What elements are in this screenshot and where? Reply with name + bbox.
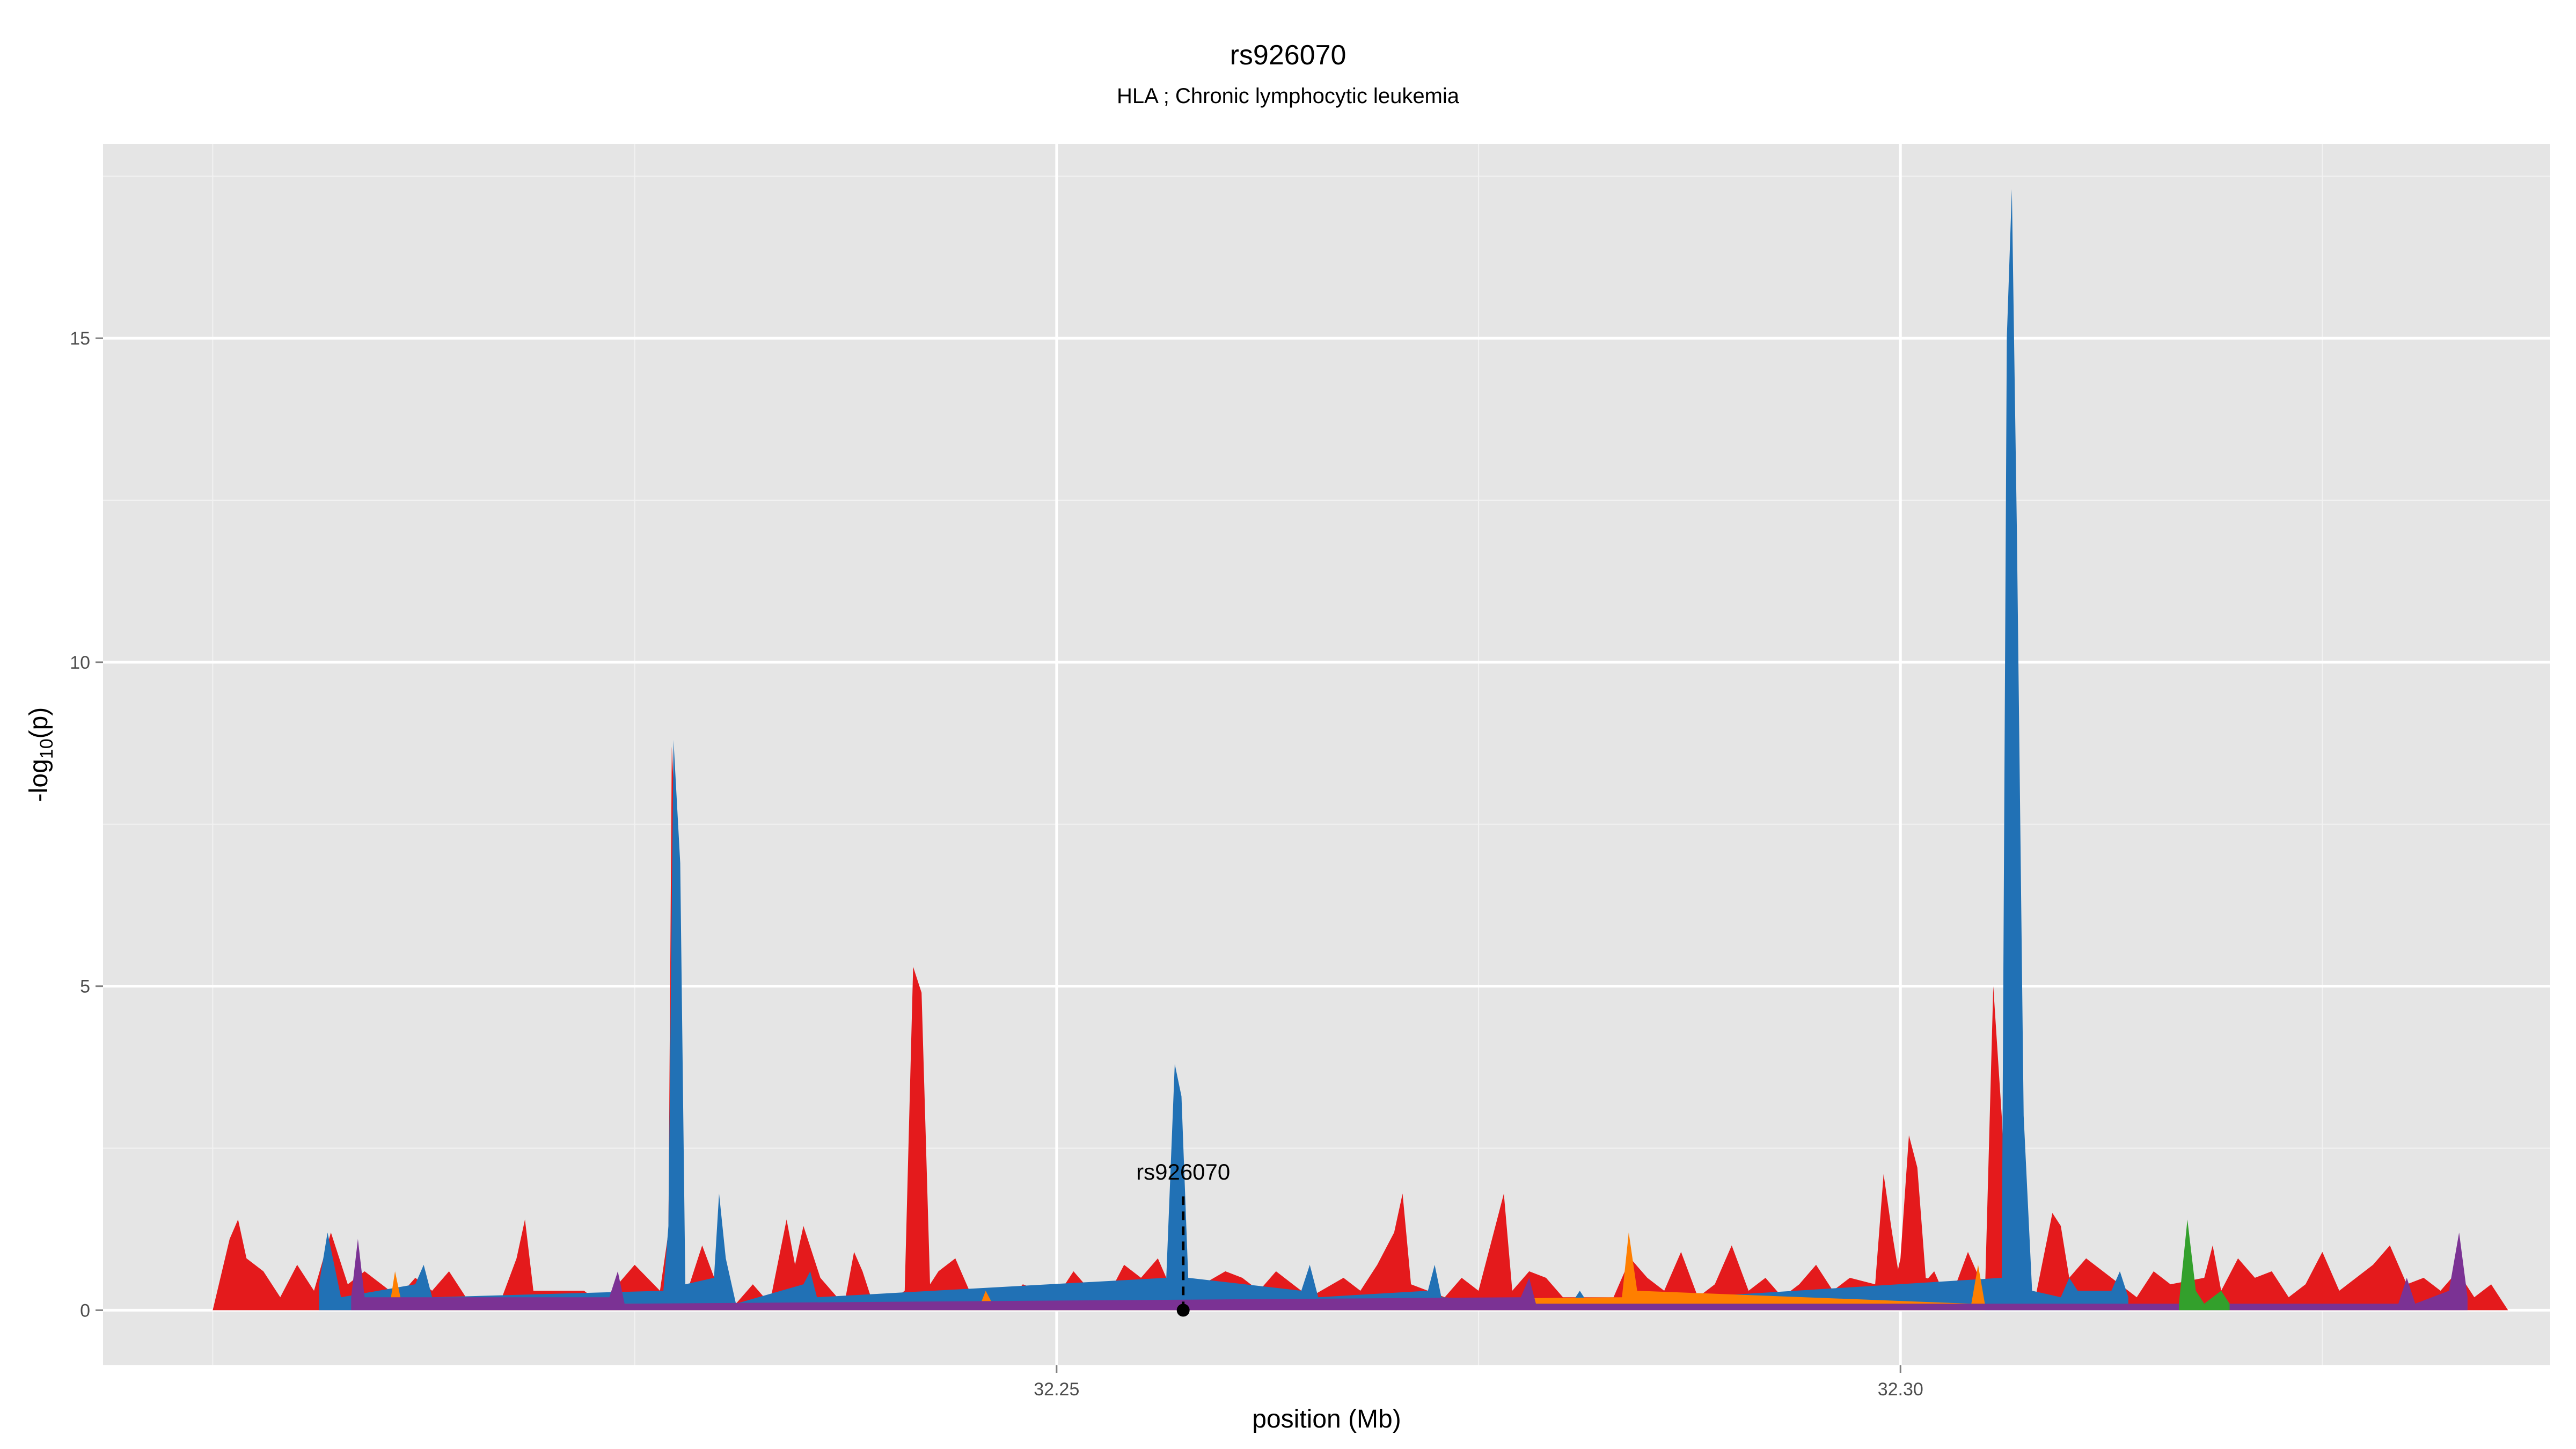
area-series-red_tall-1 [1892, 986, 2010, 1311]
y-tick-label: 15 [70, 328, 90, 349]
y-axis-label-main: -log [25, 759, 53, 802]
y-tick-label: 0 [80, 1300, 90, 1321]
y-tick-label: 10 [70, 653, 90, 673]
area-series-orange-3 [390, 1232, 1985, 1311]
plot-panel [103, 144, 2550, 1365]
x-axis-label: position (Mb) [1252, 1405, 1401, 1433]
y-axis-label-sub: 10 [36, 738, 57, 759]
x-tick-labels: 32.25 32.30 [1034, 1365, 1923, 1400]
chart-subtitle: HLA ; Chronic lymphocytic leukemia [1117, 84, 1460, 108]
y-axis-label: -log10(p) [25, 707, 57, 802]
area-series [213, 189, 2508, 1311]
area-series-green-5 [2179, 1219, 2230, 1311]
area-series-purple-4 [351, 1232, 2468, 1311]
y-tick-label: 5 [80, 977, 90, 997]
highlight-marker: rs926070 [1136, 1159, 1230, 1317]
x-tick-label: 32.25 [1034, 1379, 1079, 1400]
x-tick-label: 32.30 [1878, 1379, 1923, 1400]
y-tick-labels: 0 5 10 15 [70, 328, 103, 1321]
highlight-label: rs926070 [1136, 1159, 1230, 1184]
y-axis-label-tail: (p) [25, 707, 53, 739]
chart-title: rs926070 [1230, 40, 1346, 71]
highlight-point [1176, 1304, 1190, 1317]
